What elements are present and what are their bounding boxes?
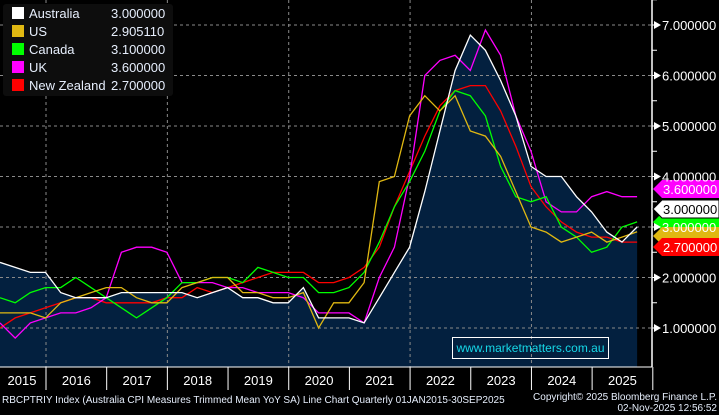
- y-tick-arrow: [654, 71, 661, 80]
- value-tag-label: 3.600000: [663, 182, 717, 197]
- series-line-new-zealand: [0, 84, 638, 329]
- y-tick-label: 7.000000: [662, 18, 716, 33]
- x-tick-label: 2019: [244, 373, 273, 388]
- legend-swatch: [12, 61, 24, 73]
- legend-name: Canada: [29, 41, 75, 57]
- value-tag-uk: [653, 180, 719, 198]
- series-line-us: [0, 94, 638, 330]
- legend-item: New Zealand 2.700000: [3, 76, 173, 94]
- y-tick-label: 6.000000: [662, 69, 716, 84]
- legend: Australia 3.000000 US 2.905110 Canada 3.10000…: [3, 4, 173, 96]
- x-tick-label: 2021: [365, 373, 394, 388]
- x-tick-label: 2018: [183, 373, 212, 388]
- y-tick-label: 2.000000: [662, 271, 716, 286]
- watermark: www.marketmatters.com.au: [452, 337, 609, 359]
- legend-name: UK: [29, 59, 48, 75]
- legend-name: US: [29, 23, 48, 39]
- chart-description: RBCPTRIY Index (Australia CPI Measures T…: [2, 395, 505, 406]
- y-tick-arrow: [654, 223, 661, 231]
- value-tag-australia: [652, 199, 719, 219]
- y-tick-arrow: [654, 273, 661, 282]
- x-tick-label: 2024: [547, 373, 576, 388]
- y-tick-label: 1.000000: [662, 321, 716, 336]
- x-tick-label: 2020: [305, 373, 334, 388]
- legend-swatch: [12, 7, 24, 19]
- y-tick-label: 5.000000: [662, 119, 716, 134]
- legend-item: UK 3.600000: [3, 58, 173, 76]
- y-tick-arrow: [654, 324, 661, 332]
- timestamp: 02-Nov-2025 12:56:52: [617, 403, 717, 414]
- legend-item: US 2.905110: [3, 22, 173, 40]
- y-tick-arrow: [654, 172, 661, 181]
- y-tick-arrow: [654, 21, 661, 29]
- x-tick-label: 2023: [487, 373, 516, 388]
- y-tick-arrow: [654, 122, 661, 130]
- legend-item: Canada 3.100000: [3, 40, 173, 58]
- x-tick-label: 2016: [62, 373, 91, 388]
- legend-name: New Zealand: [29, 77, 106, 93]
- legend-value: 2.700000: [111, 77, 166, 93]
- legend-value: 3.100000: [111, 41, 166, 57]
- series-line-australia: [0, 33, 638, 324]
- value-tag-new-zealand: [653, 238, 719, 256]
- y-tick-label: 3.000000: [662, 220, 716, 235]
- copyright: Copyright© 2025 Bloomberg Finance L.P.: [533, 392, 717, 403]
- legend-swatch: [12, 79, 24, 91]
- x-tick-label: 2017: [123, 373, 152, 388]
- legend-value: 2.905110: [111, 23, 165, 39]
- value-tag-label: 3.000000: [663, 202, 717, 217]
- x-tick-label: 2025: [608, 373, 637, 388]
- value-tag-label: 2.700000: [663, 240, 717, 255]
- legend-item: Australia 3.000000: [3, 4, 173, 22]
- legend-value: 3.000000: [111, 5, 166, 21]
- legend-swatch: [12, 25, 24, 37]
- y-tick-label: 4.000000: [662, 170, 716, 185]
- x-tick-label: 2022: [426, 373, 455, 388]
- legend-swatch: [12, 43, 24, 55]
- x-tick-label: 2015: [8, 373, 37, 388]
- australia-area-fill: [0, 35, 638, 367]
- legend-name: Australia: [29, 5, 80, 21]
- legend-value: 3.600000: [111, 59, 166, 75]
